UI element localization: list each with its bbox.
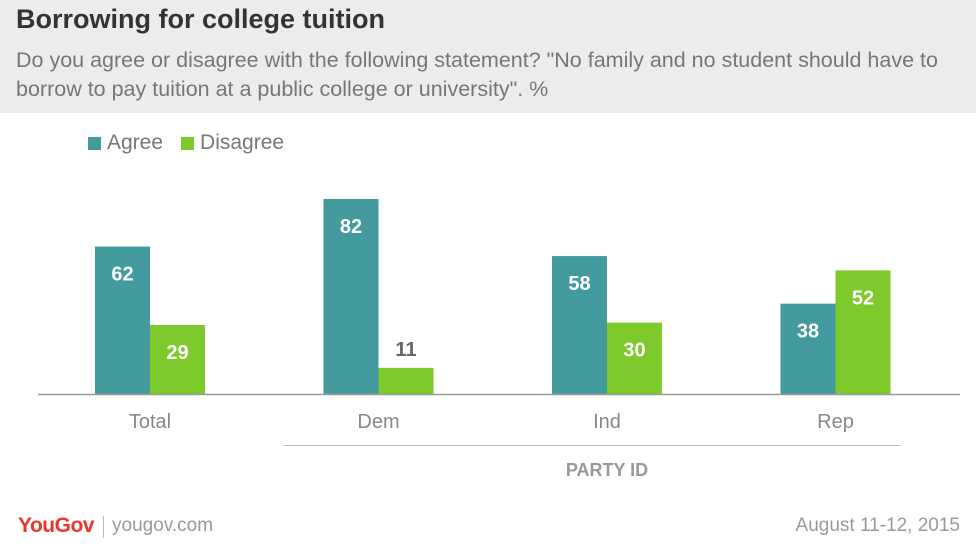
category-label-dem: Dem (357, 411, 399, 433)
legend: Agree Disagree (88, 130, 302, 156)
category-label-ind: Ind (593, 411, 621, 433)
bar-agree-rep (780, 303, 836, 394)
bar-disagree-ind (607, 322, 662, 394)
data-label-agree-rep: 38 (797, 321, 819, 343)
legend-swatch-disagree (181, 136, 195, 150)
category-label-total: Total (129, 411, 171, 433)
header-band: Borrowing for college tuition Do you agr… (0, 0, 976, 113)
legend-item-disagree: Disagree (181, 131, 284, 155)
bar-agree-ind (552, 256, 607, 394)
bar-disagree-total (150, 325, 205, 394)
bar-disagree-rep (835, 270, 891, 394)
data-label-disagree-total: 29 (166, 342, 188, 364)
yougov-logo: YouGov (18, 514, 94, 537)
legend-swatch-agree (88, 136, 101, 150)
bar-disagree-dem (378, 367, 434, 394)
footer-date: August 11-12, 2015 (795, 515, 960, 536)
footer-url: yougov.com (112, 515, 214, 536)
chart-subtitle: Do you agree or disagree with the follow… (16, 48, 938, 101)
bar-agree-total (95, 246, 150, 394)
footer-divider (103, 516, 104, 538)
data-label-agree-ind: 58 (568, 273, 590, 295)
legend-label-agree: Agree (107, 131, 164, 154)
party-id-label: PARTY ID (566, 460, 648, 480)
data-label-disagree-ind: 30 (623, 340, 645, 362)
legend-label-disagree: Disagree (200, 131, 285, 154)
bar-agree-dem (323, 199, 379, 394)
data-label-agree-total: 62 (111, 264, 133, 286)
data-label-disagree-rep: 52 (852, 287, 874, 309)
data-label-agree-dem: 82 (340, 216, 362, 238)
chart-title: Borrowing for college tuition (16, 4, 385, 34)
data-label-disagree-dem: 11 (395, 339, 416, 361)
category-label-rep: Rep (817, 411, 854, 433)
legend-item-agree: Agree (88, 131, 163, 155)
